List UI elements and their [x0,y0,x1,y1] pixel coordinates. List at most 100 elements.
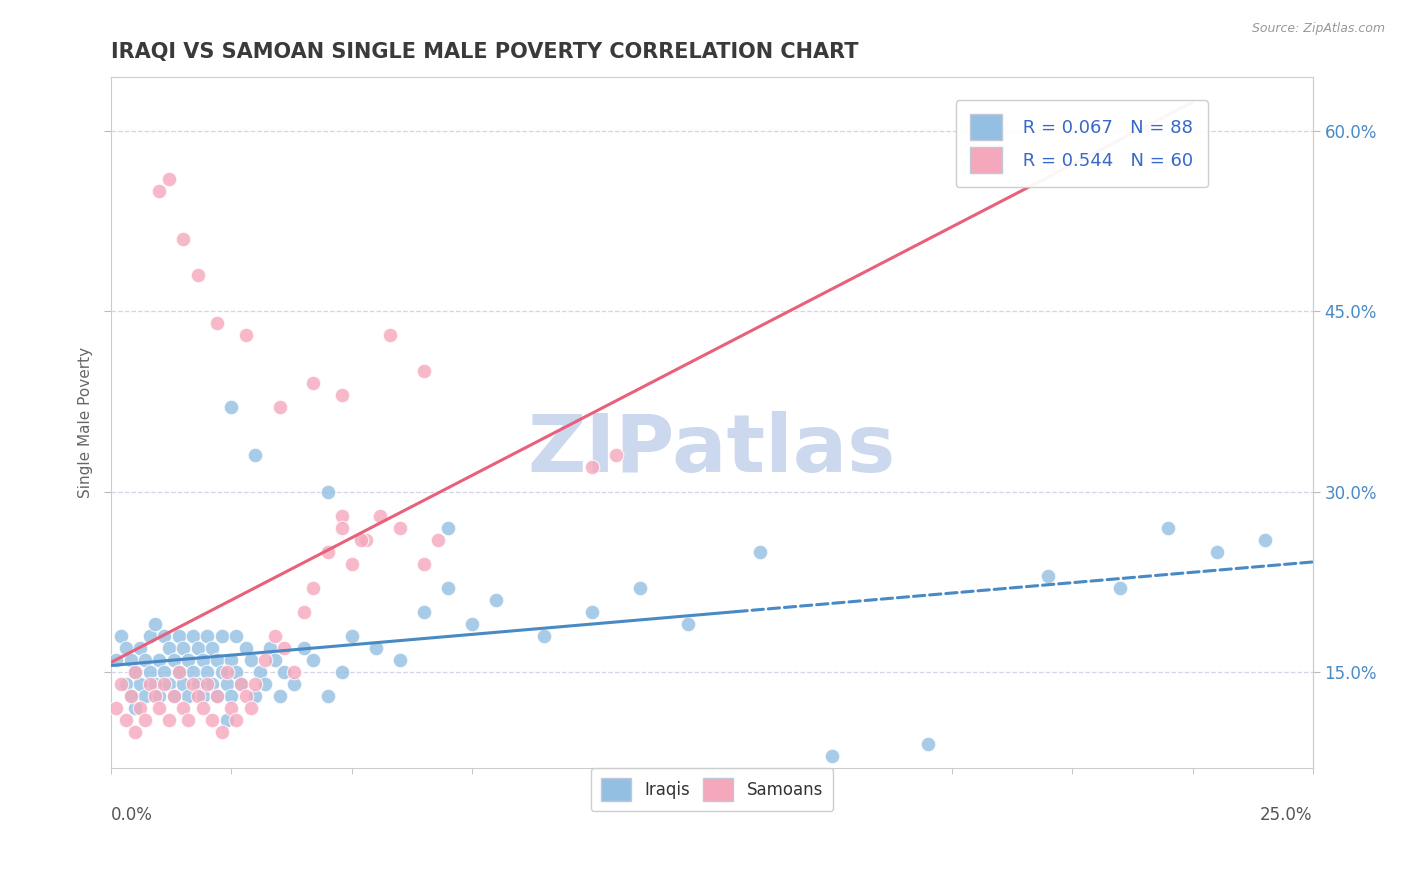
Text: 25.0%: 25.0% [1260,805,1313,823]
Point [235,328,257,343]
Point [191,689,214,703]
Point [269,689,291,703]
Point [302,652,325,666]
Point [129,640,152,655]
Point [533,629,555,643]
Point [388,652,411,666]
Point [229,676,252,690]
Point [157,713,180,727]
Point [225,629,247,643]
Point [340,629,363,643]
Point [148,700,170,714]
Point [153,665,176,679]
Point [205,652,228,666]
Point [370,508,392,523]
Point [211,665,233,679]
Point [205,689,228,703]
Point [139,629,162,643]
Point [139,676,162,690]
Point [273,640,295,655]
Point [215,665,238,679]
Point [153,676,176,690]
Point [1253,533,1275,547]
Point [114,640,136,655]
Point [628,581,651,595]
Point [302,376,325,391]
Point [273,665,295,679]
Point [187,640,209,655]
Point [485,592,508,607]
Point [172,700,194,714]
Point [412,605,434,619]
Point [283,665,305,679]
Point [221,652,243,666]
Point [163,689,186,703]
Point [167,665,190,679]
Text: IRAQI VS SAMOAN SINGLE MALE POVERTY CORRELATION CHART: IRAQI VS SAMOAN SINGLE MALE POVERTY CORR… [111,42,859,62]
Point [330,388,353,402]
Point [153,629,176,643]
Point [1109,581,1132,595]
Point [354,533,377,547]
Text: ZIPatlas: ZIPatlas [527,411,896,489]
Point [148,652,170,666]
Point [316,689,339,703]
Point [330,665,353,679]
Point [235,640,257,655]
Point [114,713,136,727]
Point [143,676,166,690]
Point [1157,520,1180,534]
Point [157,172,180,186]
Point [129,700,152,714]
Point [134,689,156,703]
Point [134,713,156,727]
Point [177,689,200,703]
Point [201,676,224,690]
Point [749,544,772,558]
Point [215,713,238,727]
Point [114,676,136,690]
Point [302,581,325,595]
Point [181,676,204,690]
Point [181,665,204,679]
Point [163,652,186,666]
Point [167,629,190,643]
Point [172,640,194,655]
Point [225,665,247,679]
Point [197,629,219,643]
Point [177,652,200,666]
Point [187,268,209,283]
Point [221,689,243,703]
Point [581,605,603,619]
Point [187,689,209,703]
Point [120,689,142,703]
Point [1038,568,1060,582]
Point [436,581,458,595]
Point [129,676,152,690]
Point [211,724,233,739]
Point [225,713,247,727]
Point [205,317,228,331]
Point [427,533,450,547]
Point [330,520,353,534]
Point [172,232,194,246]
Point [259,640,281,655]
Point [364,640,387,655]
Point [378,328,401,343]
Point [134,652,156,666]
Point [197,676,219,690]
Point [157,676,180,690]
Point [124,665,146,679]
Point [239,700,262,714]
Legend: Iraqis, Samoans: Iraqis, Samoans [591,768,832,811]
Point [412,557,434,571]
Point [254,676,277,690]
Point [436,520,458,534]
Text: Source: ZipAtlas.com: Source: ZipAtlas.com [1251,22,1385,36]
Text: 0.0%: 0.0% [111,805,153,823]
Point [163,689,186,703]
Point [283,676,305,690]
Point [292,605,315,619]
Point [124,665,146,679]
Point [245,689,267,703]
